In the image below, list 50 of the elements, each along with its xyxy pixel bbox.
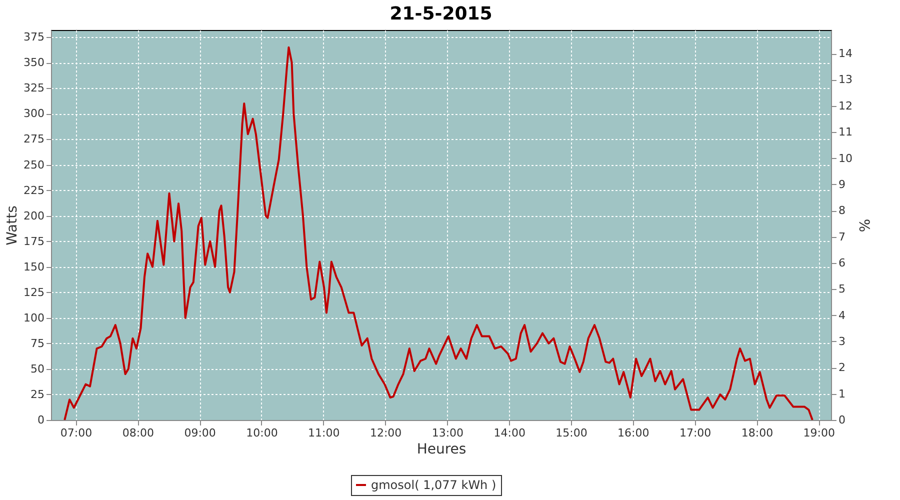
x-tick-label: 07:00 xyxy=(60,426,92,440)
y-tick-label: 175 xyxy=(24,234,44,248)
y-axis-title: Watts xyxy=(4,206,21,246)
y2-tick-label: 10 xyxy=(838,152,852,165)
y-tick-label: 375 xyxy=(24,30,44,44)
y-tick-label: 350 xyxy=(24,56,44,70)
x-tick-label: 11:00 xyxy=(308,426,340,440)
y-tick-label: 325 xyxy=(24,82,44,95)
y-tick-label: 250 xyxy=(24,158,44,172)
y-tick-label: 150 xyxy=(24,260,44,274)
y2-tick-label: 4 xyxy=(838,308,846,322)
x-tick-label: 18:00 xyxy=(741,426,774,440)
y-tick-label: 0 xyxy=(38,414,44,426)
y2-tick-label: 5 xyxy=(838,282,846,296)
y2-tick-label: 8 xyxy=(838,204,846,218)
y2-axis-title: % xyxy=(855,218,872,232)
x-tick-label: 09:00 xyxy=(184,426,216,440)
y2-tick-label: 13 xyxy=(838,73,852,86)
x-tick-label: 12:00 xyxy=(370,426,402,440)
x-axis-title: Heures xyxy=(416,442,466,458)
x-tick-label: 08:00 xyxy=(122,426,154,440)
x-tick-label: 14:00 xyxy=(494,426,526,440)
x-tick-label: 16:00 xyxy=(618,426,650,440)
y-tick-label: 100 xyxy=(24,311,44,324)
y2-tick-label: 3 xyxy=(838,334,846,348)
y2-tick-label: 9 xyxy=(838,178,846,191)
x-tick-label: 15:00 xyxy=(556,426,588,440)
y2-tick-label: 2 xyxy=(838,361,846,374)
y2-tick-label: 1 xyxy=(838,387,846,400)
chart-title: 21-5-2015 xyxy=(390,3,492,24)
y2-tick-label: 12 xyxy=(838,99,852,112)
y-tick-label: 200 xyxy=(24,209,44,222)
x-tick-label: 17:00 xyxy=(679,426,712,440)
y-tick-label: 25 xyxy=(30,388,44,401)
x-tick-label: 19:00 xyxy=(803,426,835,440)
y-tick-label: 50 xyxy=(30,362,44,376)
y2-tick-label: 14 xyxy=(838,47,852,60)
y2-tick-label: 7 xyxy=(838,230,846,244)
x-tick-label: 10:00 xyxy=(246,426,278,440)
y-tick-label: 275 xyxy=(24,132,44,146)
x-tick-label: 13:00 xyxy=(432,426,464,440)
y2-tick-label: 11 xyxy=(838,126,852,139)
y-tick-label: 300 xyxy=(24,107,44,120)
y2-tick-label: 6 xyxy=(838,256,846,270)
y-tick-label: 75 xyxy=(30,336,44,350)
y-tick-label: 125 xyxy=(24,286,44,299)
legend-label: gmosol( 1,077 kWh ) xyxy=(371,478,496,492)
y2-tick-label: 0 xyxy=(838,414,846,426)
line-series xyxy=(64,46,814,420)
y-tick-label: 225 xyxy=(24,184,44,197)
